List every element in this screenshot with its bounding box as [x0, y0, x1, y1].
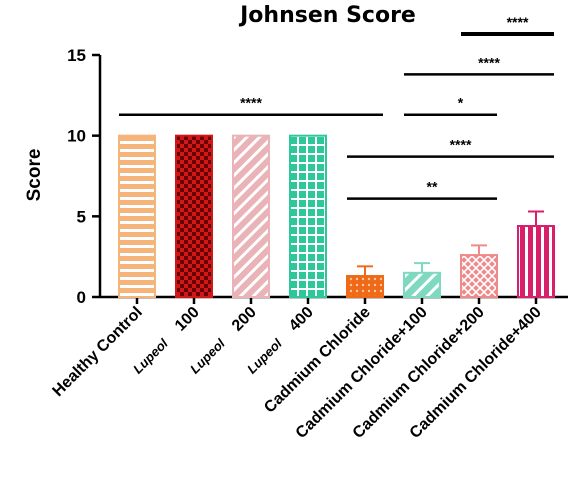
bar-4 [289, 134, 327, 298]
bar-8 [517, 225, 555, 298]
significance-label-6: **** [507, 14, 529, 30]
chart-title: Johnsen Score [238, 3, 416, 28]
y-tick-label: 15 [67, 46, 86, 65]
bar-7 [460, 254, 498, 298]
significance-label-3: **** [450, 137, 472, 153]
bars [118, 134, 555, 299]
y-axis-label: Score [24, 149, 45, 202]
significance-brackets: ******************* [119, 14, 554, 200]
bar-6 [403, 271, 441, 298]
y-tick-label: 10 [67, 127, 86, 146]
bar-5 [346, 275, 384, 299]
y-tick-label: 0 [77, 288, 86, 307]
significance-label-2: ** [427, 179, 438, 195]
significance-label-5: **** [478, 54, 500, 70]
bar-1 [118, 134, 156, 298]
x-tick-label-5: Cadmium Chloride [261, 304, 374, 417]
y-tick-label: 5 [77, 207, 86, 226]
bar-2 [175, 134, 213, 298]
significance-label-1: **** [240, 95, 262, 111]
x-tick-label-1: Healthy Control [50, 304, 146, 400]
bar-3 [232, 134, 270, 298]
error-bars [357, 210, 544, 277]
significance-label-4: * [458, 95, 464, 111]
